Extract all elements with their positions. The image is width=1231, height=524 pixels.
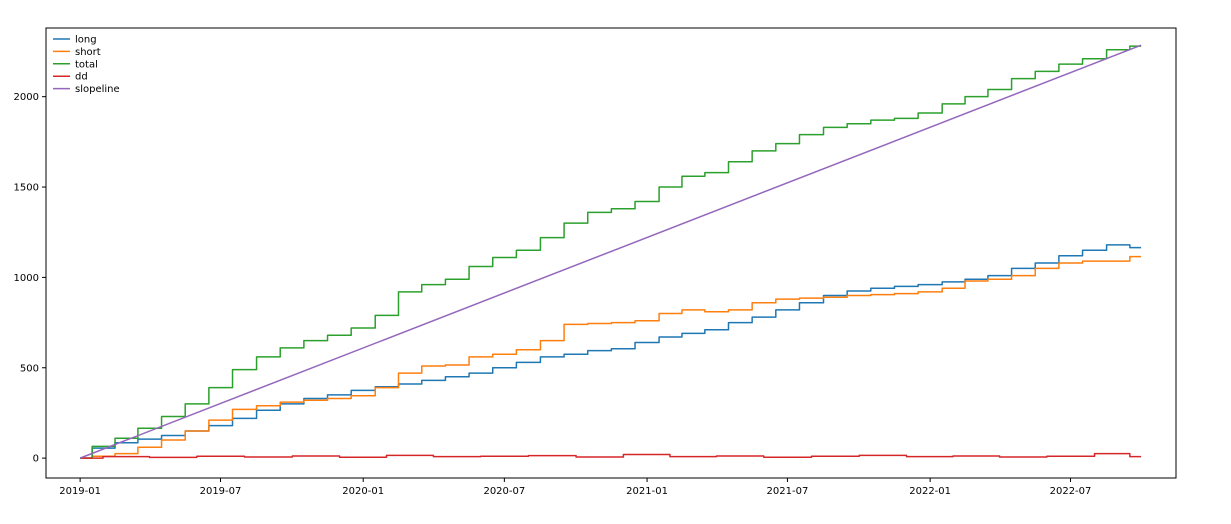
y-axis: 0 500 1000 1500 2000 [14, 92, 46, 465]
x-tick-label: 2019-01 [59, 486, 101, 497]
y-tick-label: 1000 [14, 273, 39, 284]
x-tick-label: 2021-01 [626, 486, 668, 497]
x-tick-label: 2020-07 [483, 486, 525, 497]
x-tick-label: 2022-01 [909, 486, 951, 497]
legend-label-long: long [75, 35, 97, 46]
series-line-dd [80, 452, 1142, 459]
y-tick-label: 1500 [14, 183, 39, 194]
legend-label-slopeline: slopeline [75, 84, 120, 95]
x-tick-label: 2022-07 [1050, 486, 1092, 497]
x-tick-label: 2019-07 [200, 486, 242, 497]
y-tick-label: 500 [20, 363, 39, 374]
series-layer [79, 44, 1142, 459]
series-line-total [80, 45, 1142, 459]
legend-label-total: total [75, 59, 98, 70]
x-axis: 2019-01 2019-07 2020-01 2020-07 2021-01 2021-… [59, 478, 1091, 497]
y-tick-label: 0 [33, 454, 39, 465]
x-tick-label: 2020-01 [342, 486, 384, 497]
legend-label-short: short [75, 47, 101, 58]
legend-label-dd: dd [75, 72, 88, 83]
y-tick-label: 2000 [14, 92, 39, 103]
x-tick-label: 2021-07 [767, 486, 809, 497]
series-line-short [80, 255, 1142, 459]
plot-frame [45, 27, 1177, 479]
series-line-slopeline [79, 44, 1142, 459]
